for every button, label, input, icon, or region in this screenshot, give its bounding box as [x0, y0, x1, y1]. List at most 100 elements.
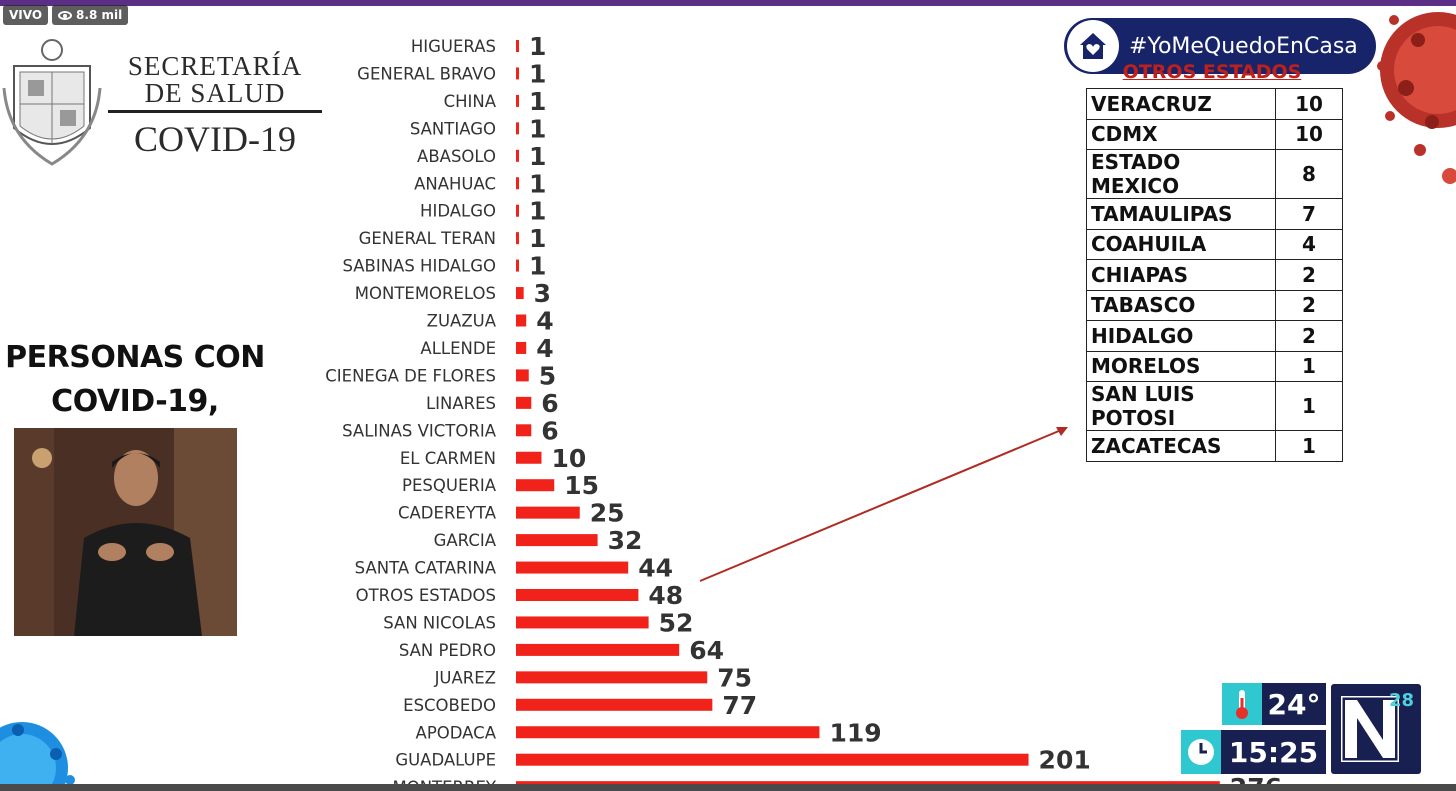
bar	[516, 534, 598, 547]
bar	[516, 94, 519, 107]
bar	[516, 479, 555, 492]
state-count: 4	[1275, 228, 1343, 260]
state-count: 2	[1275, 320, 1343, 352]
value-label: 4	[536, 307, 553, 336]
category-label: ZUAZUA	[427, 312, 497, 331]
value-label: 48	[648, 581, 683, 610]
callout-arrowhead	[1056, 427, 1068, 436]
state-seal-icon	[2, 39, 102, 166]
bar	[516, 314, 527, 327]
viewer-count: 8.8 mil	[76, 8, 123, 22]
value-label: 1	[529, 224, 546, 253]
table-row: VERACRUZ 10	[1086, 88, 1343, 120]
bar	[516, 40, 519, 52]
org-line-2: DE SALUD	[108, 80, 322, 113]
viewer-count-badge: 8.8 mil	[52, 5, 129, 25]
hashtag-text: #YoMeQuedoEnCasa	[1129, 33, 1358, 59]
value-label: 1	[529, 142, 546, 171]
state-count: 1	[1275, 350, 1343, 382]
clock-icon	[1181, 730, 1221, 774]
category-label: GENERAL TERAN	[359, 229, 496, 248]
category-label: LINARES	[426, 394, 496, 413]
category-label: GENERAL BRAVO	[357, 64, 496, 83]
channel-n-logo-icon: 28	[1331, 684, 1421, 774]
category-label: SANTIAGO	[410, 119, 496, 138]
table-row: ZACATECAS 1	[1086, 430, 1343, 462]
state-name: MORELOS	[1086, 350, 1276, 382]
virus-decoration-icon	[1377, 12, 1456, 184]
category-label: APODACA	[416, 723, 497, 742]
caption-line-2: COVID-19,	[51, 384, 219, 419]
state-name: TAMAULIPAS	[1086, 198, 1276, 230]
bar	[516, 149, 519, 162]
value-label: 1	[529, 169, 546, 198]
value-label: 6	[541, 389, 558, 418]
bar	[516, 671, 708, 684]
state-name: ESTADO MEXICO	[1086, 149, 1276, 199]
category-label: SAN NICOLAS	[383, 613, 496, 632]
state-count: 2	[1275, 289, 1343, 321]
category-label: GUADALUPE	[395, 751, 496, 770]
bar	[516, 341, 527, 354]
time-value: 15:25	[1221, 730, 1326, 774]
temperature-widget: 24°	[1222, 683, 1326, 725]
category-label: ALLENDE	[420, 339, 496, 358]
bar	[516, 589, 639, 601]
hashtag-banner: #YoMeQuedoEnCasa	[1064, 18, 1376, 74]
caption-line-1: PERSONAS CON	[5, 340, 265, 375]
category-label: HIGUERAS	[411, 37, 496, 56]
bar	[516, 259, 519, 272]
value-label: 44	[638, 554, 673, 583]
caption: PERSONAS CON COVID-19,	[0, 336, 270, 424]
value-label: 3	[534, 279, 551, 308]
bar	[516, 287, 524, 300]
table-row: SAN LUIS POTOSI 1	[1086, 381, 1343, 431]
thermometer-icon	[1222, 683, 1262, 725]
bar	[516, 369, 529, 382]
state-count: 7	[1275, 198, 1343, 230]
category-label: OTROS ESTADOS	[356, 586, 496, 605]
bar	[516, 424, 532, 437]
value-label: 75	[717, 663, 752, 692]
value-label: 1	[529, 252, 546, 281]
value-label: 6	[541, 416, 558, 445]
virus-blue-decoration-icon	[0, 722, 75, 791]
category-label: GARCIA	[434, 531, 497, 550]
state-count: 2	[1275, 259, 1343, 291]
bar	[516, 506, 580, 519]
otros-estados-title: OTROS ESTADOS	[1122, 61, 1302, 83]
time-widget: 15:25	[1181, 730, 1326, 774]
bar	[516, 122, 519, 135]
category-label: ABASOLO	[417, 147, 496, 166]
table-row: MORELOS 1	[1086, 350, 1343, 382]
bar	[516, 396, 532, 409]
value-label: 119	[829, 718, 881, 747]
value-label: 77	[722, 691, 757, 720]
category-label: ESCOBEDO	[403, 696, 496, 715]
org-line-1: SECRETARÍA	[127, 51, 303, 81]
bar	[516, 643, 680, 656]
bottom-bar	[0, 784, 1456, 791]
state-count: 8	[1275, 149, 1343, 199]
category-label: EL CARMEN	[400, 449, 496, 468]
category-label: JUAREZ	[434, 668, 496, 687]
category-label: SABINAS HIDALGO	[342, 257, 496, 276]
category-label: ANAHUAC	[414, 174, 496, 193]
bar	[516, 616, 649, 629]
value-label: 10	[552, 444, 587, 473]
state-count: 1	[1275, 430, 1343, 462]
value-label: 5	[539, 361, 556, 390]
state-name: CHIAPAS	[1086, 259, 1276, 291]
bar	[516, 67, 519, 80]
value-label: 32	[608, 526, 643, 555]
otros-estados-table: VERACRUZ 10 CDMX 10 ESTADO MEXICO 8 TAMAULIPAS…	[1086, 88, 1343, 462]
state-name: CDMX	[1086, 118, 1276, 150]
sign-language-interpreter-video	[14, 428, 237, 636]
state-name: COAHUILA	[1086, 228, 1276, 260]
callout-arrow	[699, 427, 1067, 582]
state-name: TABASCO	[1086, 289, 1276, 321]
category-label: CADEREYTA	[398, 504, 497, 523]
value-label: 201	[1039, 746, 1091, 775]
org-line-3: COVID-19	[134, 119, 296, 159]
